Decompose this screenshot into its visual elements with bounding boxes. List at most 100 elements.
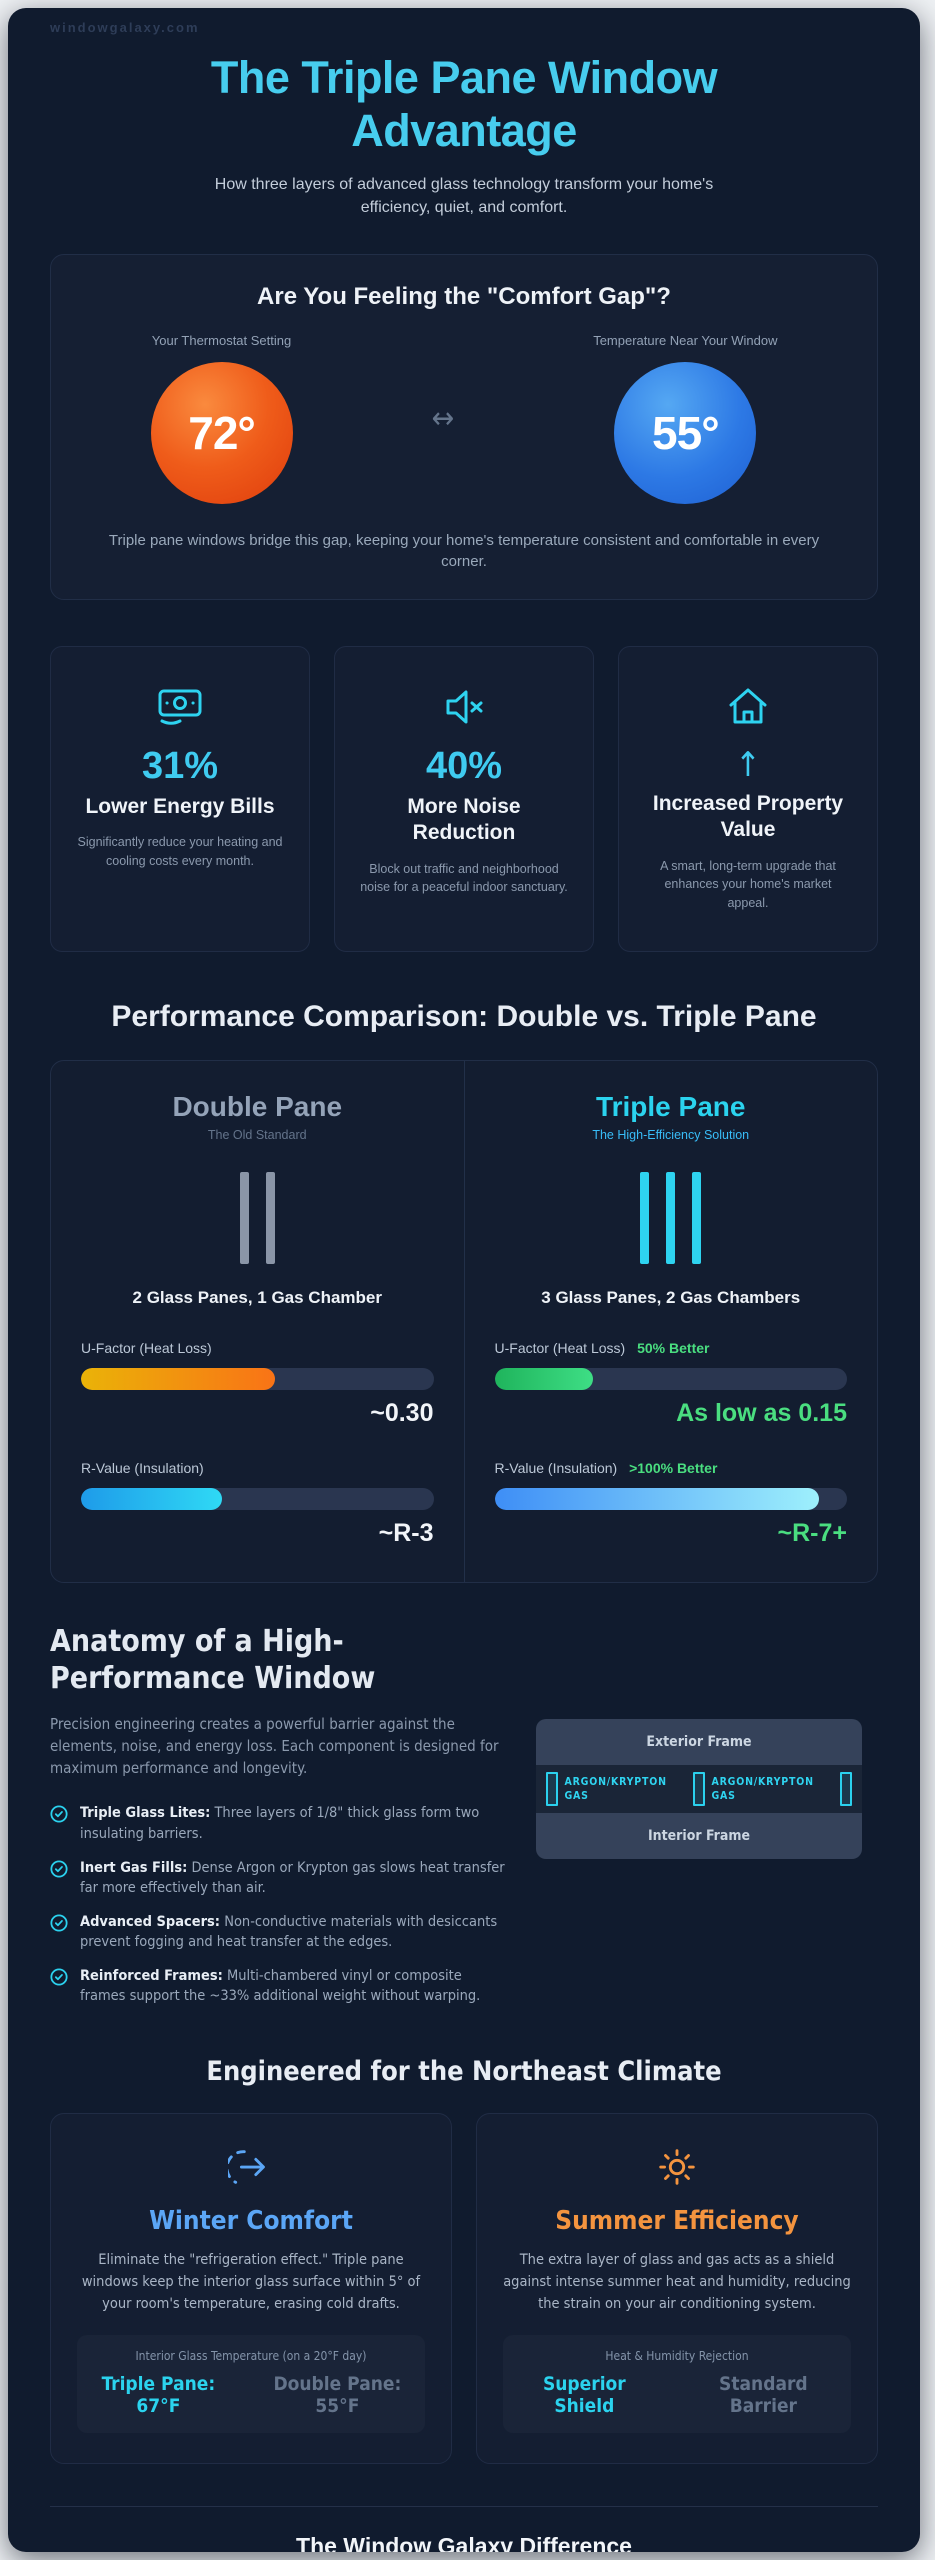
meter-label: R-Value (Insulation) — [81, 1459, 204, 1476]
winter-card-body: Eliminate the "refrigeration effect." Tr… — [81, 2252, 421, 2312]
anatomy-intro: Precision engineering creates a powerful… — [50, 1714, 499, 1778]
sun-icon — [503, 2144, 851, 2190]
improvement-badge: >100% Better — [629, 1459, 718, 1476]
page-title-line1: The Triple Pane Window — [210, 52, 718, 103]
meter-label: U-Factor (Heat Loss) — [494, 1339, 626, 1356]
double-u-factor-meter: U-Factor (Heat Loss) ~0.30 — [81, 1340, 434, 1428]
footer-title: The Window Galaxy Difference — [296, 2533, 632, 2552]
double-pane-construction: 2 Glass Panes, 1 Gas Chamber — [132, 1287, 382, 1307]
check-circle-icon — [50, 1966, 68, 2007]
comfort-gap-card: Are You Feeling the "Comfort Gap"? Your … — [50, 253, 878, 601]
summer-card-body: The extra layer of glass and gas acts as… — [503, 2252, 851, 2312]
summer-stat-triple: Superior Shield — [542, 2373, 626, 2418]
feature-item: Triple Glass Lites: Three layers of 1/8"… — [50, 1803, 508, 1844]
thermostat-label: Your Thermostat Setting — [151, 332, 292, 348]
stat-description: Block out traffic and neighborhood noise… — [360, 861, 568, 895]
anatomy-title: Anatomy of a High- Performance Window — [50, 1623, 508, 1698]
site-watermark-top: windowgalaxy.com — [50, 20, 200, 35]
footer: The Window Galaxy Difference Precision I… — [50, 2506, 878, 2552]
interior-frame-label: Interior Frame — [536, 1812, 862, 1859]
glass-pane — [546, 1771, 558, 1806]
comparison-card: Double Pane The Old Standard 2 Glass Pan… — [50, 1059, 878, 1583]
feature-item: Inert Gas Fills: Dense Argon or Krypton … — [50, 1858, 508, 1899]
feature-term: Triple Glass Lites: — [80, 1805, 211, 1822]
meter-track — [494, 1487, 847, 1510]
stat-value: 31% — [141, 745, 219, 788]
feature-item: Reinforced Frames: Multi-chambered vinyl… — [50, 1966, 508, 2007]
glass-pane — [640, 1171, 650, 1264]
meter-label: R-Value (Insulation) — [494, 1459, 618, 1476]
draft-arrow-icon — [77, 2144, 425, 2190]
stat-card-property: ↑ Increased Property Value A smart, long… — [618, 646, 878, 952]
anatomy-title-line2: Performance Window — [50, 1661, 376, 1697]
infographic-page: windowgalaxy.com The Triple Pane Window … — [8, 8, 920, 2552]
glass-pane — [840, 1771, 852, 1806]
stat-card-energy: 31% Lower Energy Bills Significantly red… — [50, 646, 310, 952]
meter-fill — [81, 1367, 275, 1390]
banknote-icon — [71, 683, 289, 731]
meter-value: ~0.30 — [370, 1398, 434, 1427]
check-circle-icon — [50, 1858, 68, 1899]
stat-title: More Noise Reduction — [407, 795, 521, 845]
anatomy-section: Anatomy of a High- Performance Window Pr… — [50, 1623, 878, 2020]
glass-pane — [239, 1171, 249, 1264]
feature-description: Three layers of 1/8" thick glass form tw… — [80, 1805, 480, 1842]
stat-value: 40% — [425, 745, 503, 788]
winter-comfort-card: Winter Comfort Eliminate the "refrigerat… — [50, 2113, 452, 2465]
stat-description: Significantly reduce your heating and co… — [77, 835, 283, 869]
meter-fill — [494, 1487, 819, 1510]
climate-cards-row: Winter Comfort Eliminate the "refrigerat… — [50, 2113, 878, 2465]
meter-value: ~R-3 — [378, 1518, 434, 1547]
thermostat-column: Your Thermostat Setting 72° — [150, 332, 293, 504]
anatomy-title-line1: Anatomy of a High- — [50, 1623, 344, 1659]
winter-stat-label: Interior Glass Temperature (on a 20°F da… — [135, 2349, 367, 2364]
double-pane-glass-diagram — [81, 1171, 434, 1264]
comfort-gap-row: Your Thermostat Setting 72° ↔ Temperatur… — [81, 333, 847, 504]
feature-term: Inert Gas Fills: — [80, 1859, 188, 1876]
triple-pane-glass-diagram — [495, 1171, 848, 1264]
up-arrow-icon: ↑ — [735, 745, 761, 786]
double-pane-column: Double Pane The Old Standard 2 Glass Pan… — [51, 1061, 464, 1582]
page-title: The Triple Pane Window Advantage — [50, 51, 878, 157]
comparison-section-title: Performance Comparison: Double vs. Tripl… — [111, 999, 817, 1033]
window-cross-section-diagram: Exterior Frame ARGON/KRYPTON GAS ARGON/K… — [536, 1718, 862, 1859]
check-circle-icon — [50, 1912, 68, 1953]
gas-fill-label: ARGON/KRYPTON GAS — [711, 1775, 814, 1802]
page-subtitle: How three layers of advanced glass techn… — [214, 176, 714, 217]
triple-u-factor-meter: U-Factor (Heat Loss) 50% Better As low a… — [494, 1339, 847, 1428]
stat-description: A smart, long-term upgrade that enhances… — [660, 858, 836, 911]
winter-card-title: Winter Comfort — [149, 2206, 353, 2236]
meter-fill — [81, 1487, 222, 1510]
gas-chamber-row: ARGON/KRYPTON GAS ARGON/KRYPTON GAS — [536, 1764, 862, 1813]
meter-label: U-Factor (Heat Loss) — [81, 1339, 212, 1356]
double-pane-name: Double Pane — [172, 1090, 343, 1122]
comfort-gap-title: Are You Feeling the "Comfort Gap"? — [257, 282, 671, 310]
stat-title: Lower Energy Bills — [85, 795, 275, 819]
glass-pane — [265, 1171, 275, 1264]
meter-track — [494, 1367, 847, 1390]
winter-stat-double: Double Pane: 55°F — [273, 2373, 402, 2418]
improvement-badge: 50% Better — [637, 1339, 710, 1356]
summer-stat-double: Standard Barrier — [719, 2373, 808, 2418]
meter-track — [81, 1487, 434, 1510]
summer-efficiency-card: Summer Efficiency The extra layer of gla… — [476, 2113, 878, 2465]
feature-term: Advanced Spacers: — [80, 1913, 221, 1930]
meter-track — [81, 1367, 434, 1390]
double-r-value-meter: R-Value (Insulation) ~R-3 — [81, 1460, 434, 1548]
winter-stat-triple: Triple Pane: 67°F — [101, 2373, 216, 2418]
meter-value: ~R-7+ — [777, 1518, 847, 1547]
window-temp-label: Temperature Near Your Window — [593, 332, 778, 348]
stats-row: 31% Lower Energy Bills Significantly red… — [50, 646, 878, 952]
page-title-line2: Advantage — [351, 105, 577, 157]
winter-stat-box: Interior Glass Temperature (on a 20°F da… — [77, 2335, 425, 2434]
window-temp-circle: 55° — [614, 361, 757, 504]
glass-pane — [692, 1171, 702, 1264]
feature-description: Dense Argon or Krypton gas slows heat tr… — [80, 1859, 505, 1897]
feature-description: Multi-chambered vinyl or composite frame… — [80, 1967, 481, 2005]
meter-fill — [494, 1367, 594, 1390]
thermostat-temp-value: 72° — [188, 406, 256, 459]
climate-section-title: Engineered for the Northeast Climate — [206, 2056, 722, 2087]
comfort-gap-caption: Triple pane windows bridge this gap, kee… — [108, 531, 820, 571]
window-temp-column: Temperature Near Your Window 55° — [593, 333, 777, 504]
glass-pane — [666, 1171, 676, 1264]
